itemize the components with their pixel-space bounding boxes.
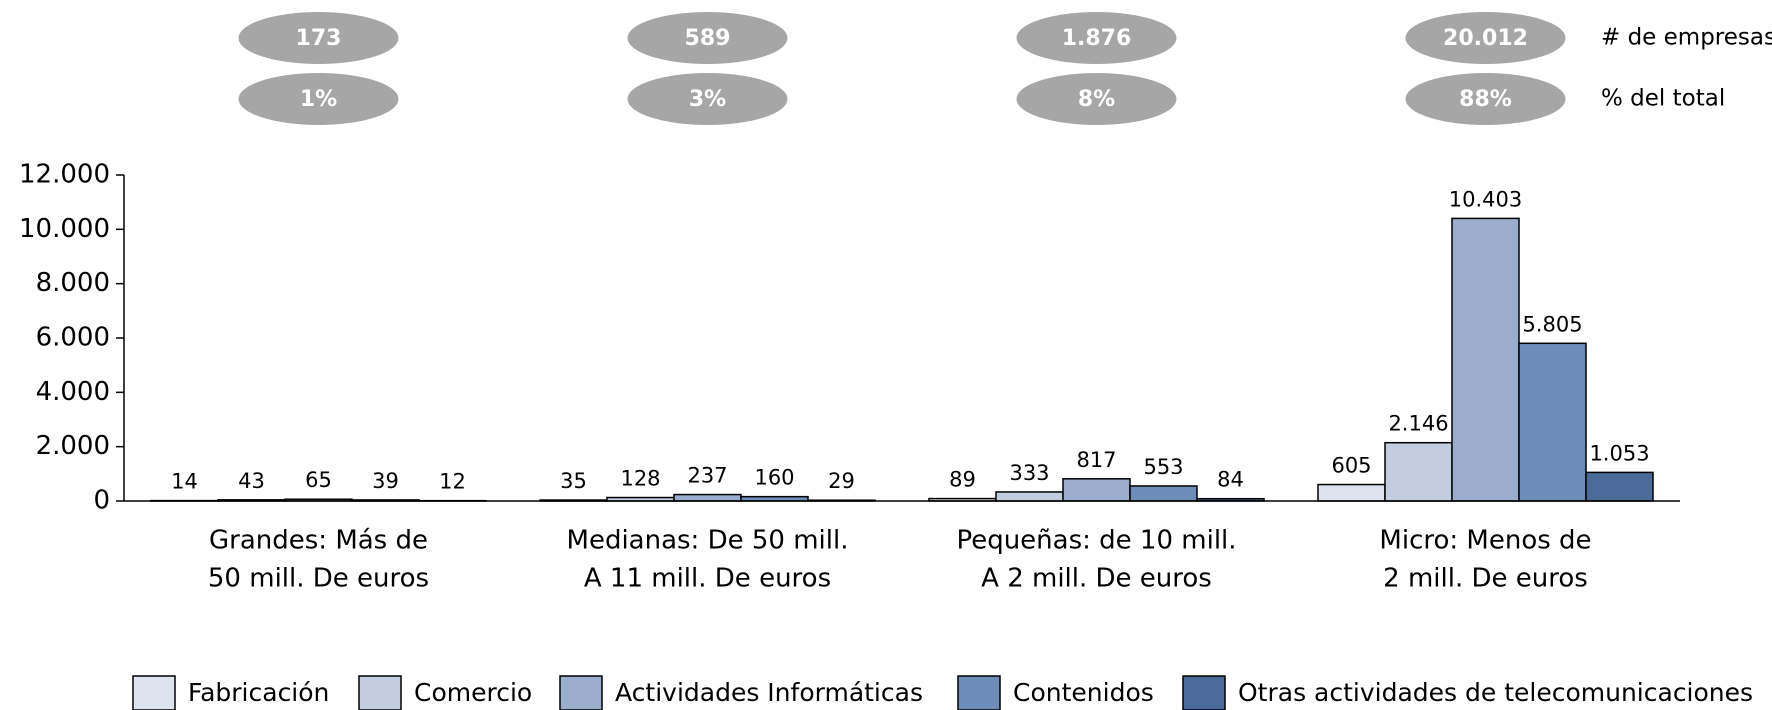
data-label: 65 bbox=[305, 468, 332, 492]
legend-label: Fabricación bbox=[188, 678, 329, 707]
legend-label: Actividades Informáticas bbox=[615, 678, 923, 707]
legend-swatch bbox=[1182, 675, 1226, 710]
data-label: 553 bbox=[1143, 455, 1183, 479]
summary-label: 589 bbox=[685, 26, 731, 51]
legend-label: Comercio bbox=[414, 678, 532, 707]
y-tick-label: 0 bbox=[93, 486, 110, 516]
data-label: 160 bbox=[754, 466, 794, 490]
row-label: % del total bbox=[1601, 86, 1725, 112]
data-label: 39 bbox=[372, 469, 399, 493]
summary-label: 8% bbox=[1078, 87, 1115, 112]
y-tick-label: 12.000 bbox=[19, 160, 110, 190]
bar bbox=[1129, 485, 1198, 502]
legend-label: Otras actividades de telecomunicaciones bbox=[1238, 678, 1753, 707]
summary-oval bbox=[1016, 73, 1177, 125]
bar bbox=[1384, 441, 1453, 502]
bar bbox=[995, 491, 1064, 502]
legend-swatch bbox=[132, 675, 176, 710]
data-label: 10.403 bbox=[1449, 187, 1522, 211]
summary-label: 3% bbox=[689, 87, 726, 112]
summary-oval bbox=[627, 73, 788, 125]
data-label: 1.053 bbox=[1589, 441, 1649, 465]
x-tick-label: A 2 mill. De euros bbox=[981, 564, 1212, 594]
summary-label: 1.876 bbox=[1062, 26, 1132, 51]
summary-label: 20.012 bbox=[1443, 26, 1528, 51]
data-label: 14 bbox=[171, 470, 198, 494]
bar bbox=[1062, 478, 1131, 502]
x-tick-label: 2 mill. De euros bbox=[1383, 564, 1588, 594]
data-label: 817 bbox=[1076, 448, 1116, 472]
data-label: 605 bbox=[1331, 454, 1371, 478]
bar bbox=[1585, 471, 1654, 502]
x-tick-label: Grandes: Más de bbox=[209, 526, 428, 556]
data-label: 2.146 bbox=[1388, 412, 1448, 436]
summary-label: 88% bbox=[1459, 87, 1512, 112]
x-tick-label: Pequeñas: de 10 mill. bbox=[956, 526, 1236, 556]
legend-label: Contenidos bbox=[1013, 678, 1154, 707]
legend-swatch bbox=[559, 675, 603, 710]
bar bbox=[1451, 217, 1520, 502]
data-label: 237 bbox=[687, 464, 727, 488]
x-tick-label: A 11 mill. De euros bbox=[584, 564, 831, 594]
summary-oval bbox=[238, 12, 399, 64]
summary-oval bbox=[1016, 12, 1177, 64]
y-tick-label: 8.000 bbox=[36, 268, 110, 298]
data-label: 35 bbox=[560, 469, 587, 493]
data-label: 12 bbox=[439, 470, 466, 494]
y-tick-label: 4.000 bbox=[36, 377, 110, 407]
x-tick-label: Micro: Menos de bbox=[1379, 526, 1591, 556]
bar bbox=[1317, 483, 1386, 502]
summary-label: 173 bbox=[296, 26, 342, 51]
bar bbox=[673, 493, 742, 502]
data-label: 84 bbox=[1217, 468, 1244, 492]
summary-oval bbox=[1405, 12, 1566, 64]
data-label: 43 bbox=[238, 469, 265, 493]
summary-oval bbox=[238, 73, 399, 125]
summary-label: 1% bbox=[300, 87, 337, 112]
x-tick-label: Medianas: De 50 mill. bbox=[567, 526, 849, 556]
row-label: # de empresas bbox=[1601, 25, 1772, 51]
legend-swatch bbox=[957, 675, 1001, 710]
data-label: 333 bbox=[1009, 461, 1049, 485]
data-label: 128 bbox=[620, 467, 660, 491]
summary-oval bbox=[1405, 73, 1566, 125]
data-label: 89 bbox=[949, 468, 976, 492]
y-tick-label: 10.000 bbox=[19, 214, 110, 244]
y-tick-label: 2.000 bbox=[36, 431, 110, 461]
summary-oval bbox=[627, 12, 788, 64]
x-tick-label: 50 mill. De euros bbox=[208, 564, 429, 594]
y-tick-label: 6.000 bbox=[36, 323, 110, 353]
legend-swatch bbox=[358, 675, 402, 710]
data-label: 29 bbox=[828, 469, 855, 493]
data-label: 5.805 bbox=[1522, 312, 1582, 336]
bar bbox=[1518, 342, 1587, 502]
